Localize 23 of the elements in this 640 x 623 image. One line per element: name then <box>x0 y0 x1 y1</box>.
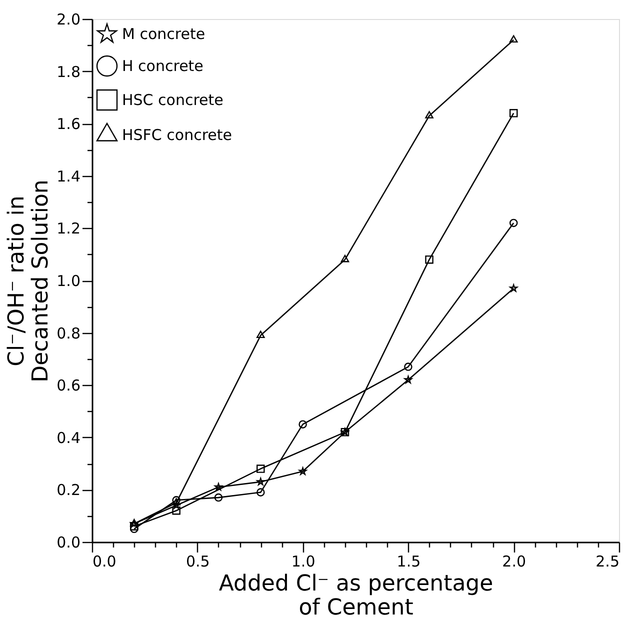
x-tick-label: 2.0 <box>502 552 526 570</box>
y-tick-label: 2.0 <box>56 10 80 28</box>
y-axis-title: Cl⁻/OH⁻ ratio in Decanted Solution <box>4 180 54 382</box>
legend-label: HSFC concrete <box>122 126 232 144</box>
y-tick-label: 0.4 <box>56 428 80 447</box>
y-tick-label: 0.2 <box>56 481 80 500</box>
y-tick-label: 1.0 <box>56 272 80 290</box>
x-axis-title: Added Cl⁻ as percentage of Cement <box>218 572 494 620</box>
y-tick-label: 1.4 <box>56 167 80 186</box>
legend-label: HSC concrete <box>122 91 224 109</box>
y-tick-label: 0.6 <box>56 376 80 395</box>
y-tick-label: 1.2 <box>56 220 80 238</box>
x-tick-label: 0.0 <box>92 552 116 570</box>
x-tick-label: 1.0 <box>291 552 316 570</box>
y-tick-label: 0.8 <box>56 324 80 342</box>
legend-label: H concrete <box>122 57 204 75</box>
y-tick-label: 1.6 <box>56 115 80 134</box>
y-tick-label: 1.8 <box>56 62 80 81</box>
legend-label: M concrete <box>122 25 206 43</box>
x-tick-label: 2.5 <box>596 552 620 570</box>
x-tick-label: 1.5 <box>396 552 421 570</box>
y-tick-label: 0.0 <box>56 534 80 552</box>
x-tick-label: 0.5 <box>186 552 210 570</box>
